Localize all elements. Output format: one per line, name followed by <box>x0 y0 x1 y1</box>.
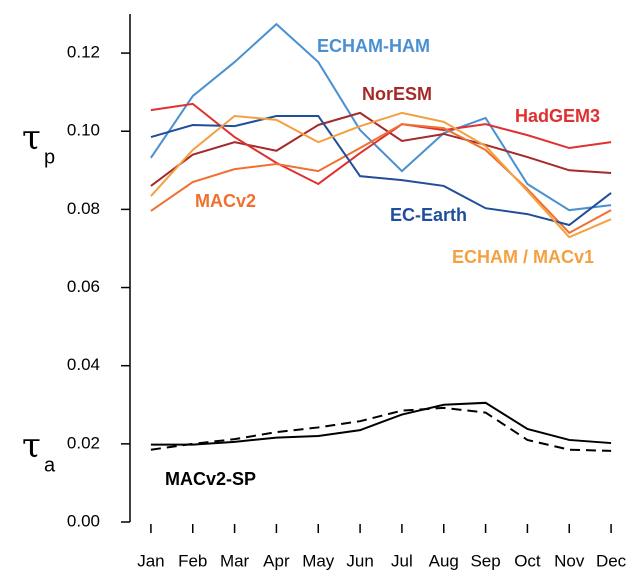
y-tick-label: 0.10 <box>67 121 100 140</box>
series-line <box>150 114 612 227</box>
x-tick-label: May <box>302 551 335 570</box>
x-tick-label: Dec <box>596 551 627 570</box>
x-tick-label: Apr <box>263 551 290 570</box>
y-tick-label: 0.06 <box>67 277 100 296</box>
series-label: NorESM <box>362 84 432 104</box>
axis-symbol-subscript: a <box>44 454 56 476</box>
x-tick-label: Sep <box>470 551 500 570</box>
series-label: EC-Earth <box>390 205 467 225</box>
series-line <box>150 401 612 446</box>
x-tick-label: Aug <box>429 551 459 570</box>
series-line <box>150 406 612 452</box>
series-line <box>150 111 612 187</box>
x-tick-label: Mar <box>220 551 250 570</box>
y-tick-label: 0.02 <box>67 433 100 452</box>
series-line <box>150 111 612 239</box>
axis-symbol-subscript: p <box>44 146 55 168</box>
series-label: ECHAM / MACv1 <box>452 247 594 267</box>
x-tick-label: Jan <box>137 551 164 570</box>
x-tick-label: Feb <box>178 551 207 570</box>
y-tick-label: 0.04 <box>67 355 100 374</box>
x-tick-label: Jul <box>391 551 413 570</box>
y-tick-label: 0.12 <box>67 43 100 62</box>
axis-symbol: τ <box>22 118 41 158</box>
x-tick-label: Jun <box>346 551 373 570</box>
series-label: MACv2-SP <box>165 469 256 489</box>
series-line <box>150 22 612 212</box>
series-label: HadGEM3 <box>515 106 600 126</box>
x-tick-label: Oct <box>514 551 541 570</box>
axis-symbol: τ <box>22 426 41 466</box>
x-tick-label: Nov <box>554 551 585 570</box>
series-line <box>150 102 612 186</box>
series-label: MACv2 <box>195 191 256 211</box>
series-line <box>150 123 612 235</box>
series-label: ECHAM-HAM <box>317 36 430 56</box>
y-tick-label: 0.00 <box>67 511 100 530</box>
y-tick-label: 0.08 <box>67 199 100 218</box>
